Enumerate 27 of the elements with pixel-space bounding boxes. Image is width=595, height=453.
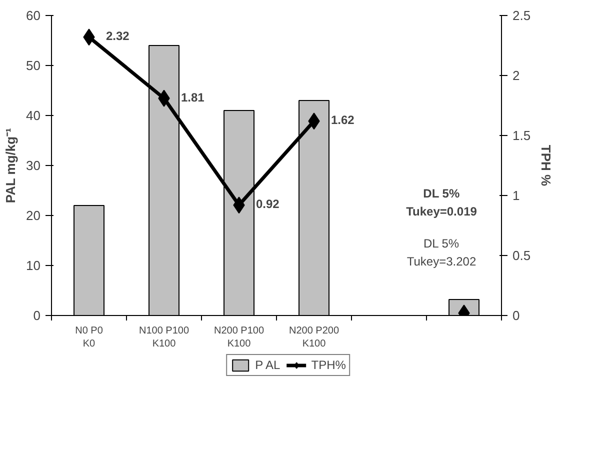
y-tick-label: 10 [26,258,41,273]
y2-tick-label: 0 [512,308,520,323]
x-tick-label: N200 P100 K100 [214,326,264,350]
x-tick-label: N0 P0 K0 [75,326,104,350]
annotation: DL 5% Tukey=3.202 [406,236,476,268]
data-label: 2.32 [106,29,130,44]
y-tick-label: 30 [26,158,41,173]
data-label: 0.92 [256,197,280,212]
y-tick-label: 0 [33,308,41,323]
y2-tick-label: 2 [512,68,520,83]
y2-tick-label: 2.5 [512,8,531,23]
y-axis-title: PAL mg/kg⁻¹ [3,128,18,204]
y2-tick-label: 1 [512,188,520,203]
legend-label: P AL [255,358,280,372]
y-tick-label: 60 [26,8,41,23]
x-tick-label: N200 P200 K100 [288,326,340,350]
y-tick-label: 20 [26,208,41,223]
y2-axis-title: TPH % [538,144,554,187]
data-label: 1.81 [181,90,205,104]
y2-tick-label: 0.5 [512,248,531,263]
data-label: 1.62 [331,113,355,128]
annotation: DL 5% Tukey=0.019 [406,186,478,218]
legend-label: TPH% [311,358,346,372]
y2-tick-label: 1.5 [512,128,531,143]
y-tick-label: 40 [26,108,41,123]
y-tick-label: 50 [26,58,41,73]
x-tick-label: N100 P100 K100 [138,326,190,350]
